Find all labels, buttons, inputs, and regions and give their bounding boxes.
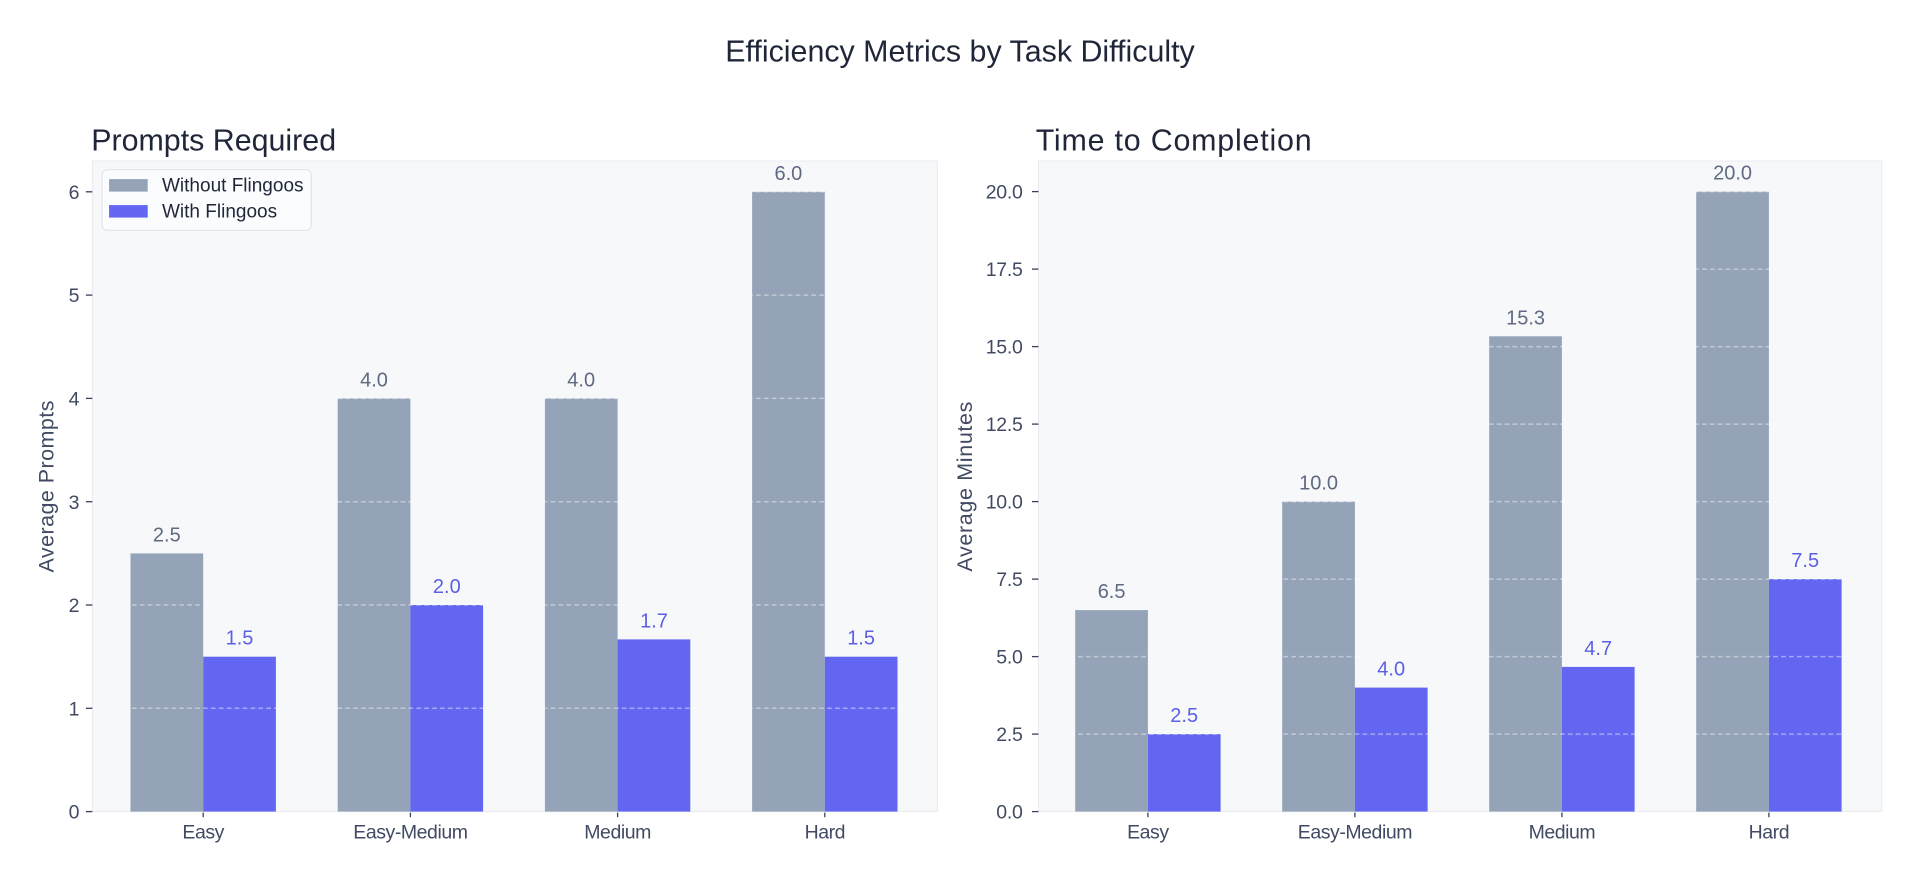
svg-text:5: 5 [69,285,80,307]
svg-text:7.5: 7.5 [996,569,1023,591]
svg-text:6: 6 [69,182,80,204]
svg-text:2.0: 2.0 [433,576,461,598]
svg-text:1.5: 1.5 [226,628,254,650]
svg-text:0.0: 0.0 [996,802,1023,824]
svg-text:15.3: 15.3 [1506,307,1545,329]
svg-text:6.0: 6.0 [774,163,802,185]
svg-text:0: 0 [69,802,80,824]
svg-text:Medium: Medium [1529,822,1596,844]
svg-text:1: 1 [69,698,80,720]
svg-text:Efficiency Metrics by Task Dif: Efficiency Metrics by Task Difficulty [725,35,1195,69]
svg-text:4.0: 4.0 [1377,659,1405,681]
svg-text:Easy: Easy [1127,822,1169,844]
svg-text:Easy-Medium: Easy-Medium [1298,822,1412,844]
svg-text:Medium: Medium [584,822,651,844]
svg-text:Easy: Easy [182,822,224,844]
svg-text:Time to Completion: Time to Completion [1036,123,1313,157]
svg-text:10.0: 10.0 [1299,473,1338,495]
svg-text:4.0: 4.0 [567,369,595,391]
svg-text:2.5: 2.5 [1170,705,1198,727]
svg-text:1.7: 1.7 [640,610,668,632]
svg-text:4.0: 4.0 [360,369,388,391]
svg-text:Average Prompts: Average Prompts [35,400,59,572]
svg-text:2.5: 2.5 [153,524,181,546]
svg-text:Hard: Hard [805,822,845,844]
svg-text:17.5: 17.5 [986,259,1023,281]
svg-text:1.5: 1.5 [847,628,875,650]
svg-text:4.7: 4.7 [1584,638,1612,660]
svg-text:20.0: 20.0 [1713,163,1752,185]
svg-text:10.0: 10.0 [986,492,1023,514]
svg-text:12.5: 12.5 [986,414,1023,436]
svg-text:Hard: Hard [1749,822,1789,844]
svg-text:Without Flingoos: Without Flingoos [162,176,304,197]
svg-text:2.5: 2.5 [996,724,1023,746]
svg-text:3: 3 [69,492,80,514]
svg-text:5.0: 5.0 [996,647,1023,669]
svg-text:15.0: 15.0 [986,337,1023,359]
svg-text:Average Minutes: Average Minutes [953,401,977,572]
svg-text:4: 4 [69,389,80,411]
svg-text:Prompts Required: Prompts Required [91,123,336,157]
svg-text:2: 2 [69,595,80,617]
svg-text:7.5: 7.5 [1791,550,1819,572]
svg-text:6.5: 6.5 [1098,581,1126,603]
svg-text:Easy-Medium: Easy-Medium [353,822,467,844]
svg-text:20.0: 20.0 [986,182,1023,204]
svg-text:With Flingoos: With Flingoos [162,202,277,223]
